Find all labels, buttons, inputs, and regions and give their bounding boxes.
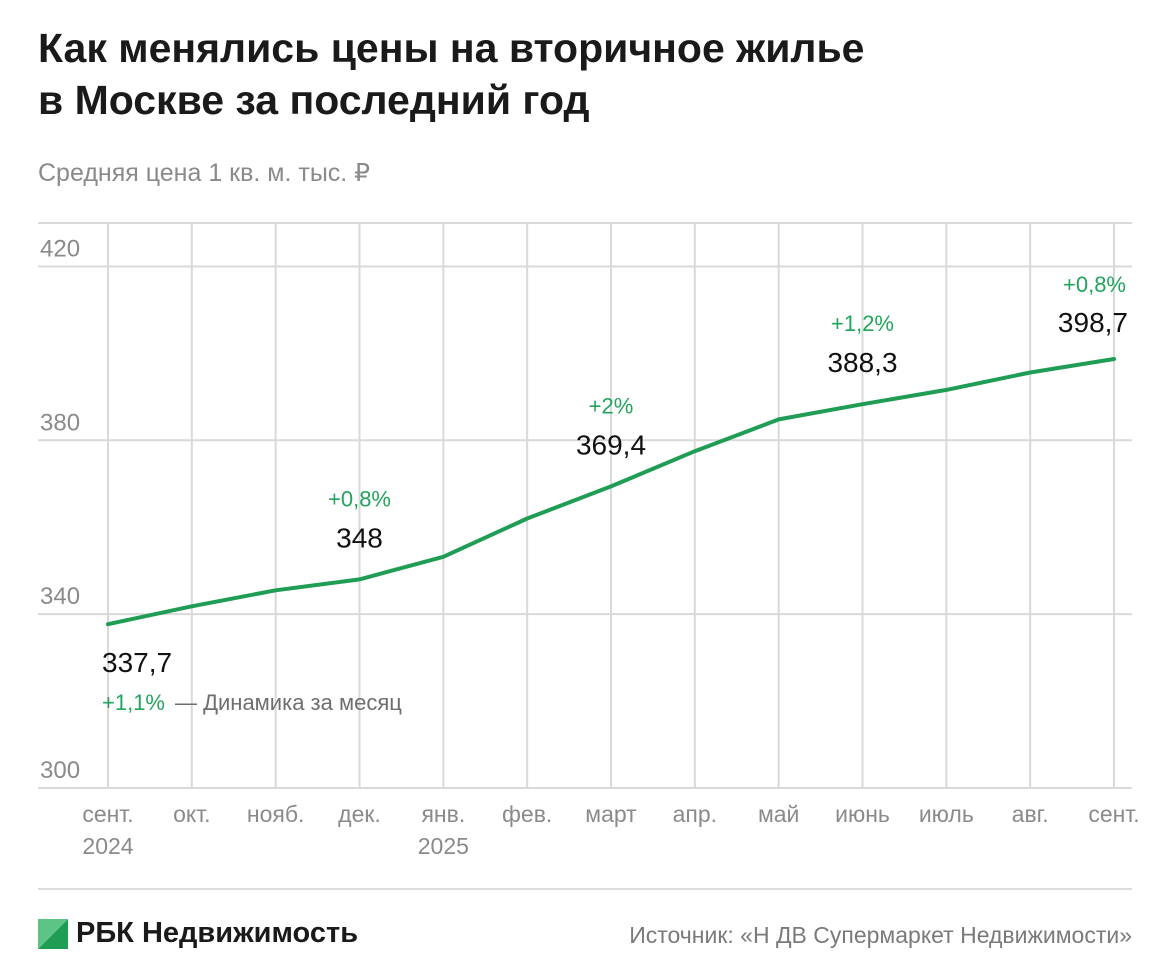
chart-subtitle: Средняя цена 1 кв. м. тыс. ₽ [38,159,371,187]
footer-divider [38,888,1132,890]
x-axis-ticks: сент. 2024 окт. нояб. дек. янв. 2025 фев. март ап… [82,801,1139,859]
legend-sample-change: +1,1% [102,690,165,715]
point-change-label: +1,2% [831,311,894,336]
point-value-label: 388,3 [827,347,897,378]
point-change-label: +2% [589,393,634,418]
x-tick-year-label: 2025 [418,833,469,859]
point-value-label: 348 [336,522,383,553]
y-tick-label: 340 [40,583,80,610]
point-change-label: +0,8% [328,486,391,511]
chart-grid [38,222,1132,789]
y-tick-label: 420 [40,235,80,262]
legend-description: — Динамика за месяц [175,690,402,715]
x-tick-label: июнь [835,801,890,827]
point-value-label: 337,7 [102,647,172,678]
x-tick-label: фев. [502,801,552,827]
chart-legend: +1,1% — Динамика за месяц [102,690,402,715]
price-line [106,357,1116,627]
rbc-logo-icon [38,918,68,949]
chart-point-labels: 337,7 348 +0,8% 369,4 +2% 388,3 +1,2% 398,7 +0,8… [102,272,1128,678]
x-tick-label: сент. [1088,801,1139,827]
x-tick-label: июль [919,801,974,827]
y-axis-ticks: 300 340 380 420 [40,235,80,784]
x-tick-label: март [585,801,637,827]
x-tick-label: дек. [338,801,381,827]
brand-name: РБК Недвижимость [76,917,359,949]
x-tick-label: окт. [173,801,211,827]
source-note: Источник: «Н ДВ Супермаркет Недвижимости… [629,922,1132,948]
chart-series [106,357,1116,627]
point-value-label: 398,7 [1058,307,1128,338]
x-tick-label: нояб. [247,801,305,827]
x-tick-label: авг. [1012,801,1049,827]
x-tick-label: апр. [673,801,717,827]
point-value-label: 369,4 [576,429,646,460]
y-tick-label: 380 [40,409,80,436]
y-tick-label: 300 [40,757,80,784]
x-tick-label: май [758,801,799,827]
x-tick-label: янв. [421,801,465,827]
brand: РБК Недвижимость [38,917,358,950]
chart-title-line-2: в Москве за последний год [38,77,590,123]
chart-title-line-1: Как менялись цены на вторичное жилье [38,25,865,71]
x-tick-label: сент. [82,801,133,827]
chart-title: Как менялись цены на вторичное жилье в М… [38,22,1038,126]
x-tick-year-label: 2024 [82,833,133,859]
point-change-label: +0,8% [1063,272,1126,297]
